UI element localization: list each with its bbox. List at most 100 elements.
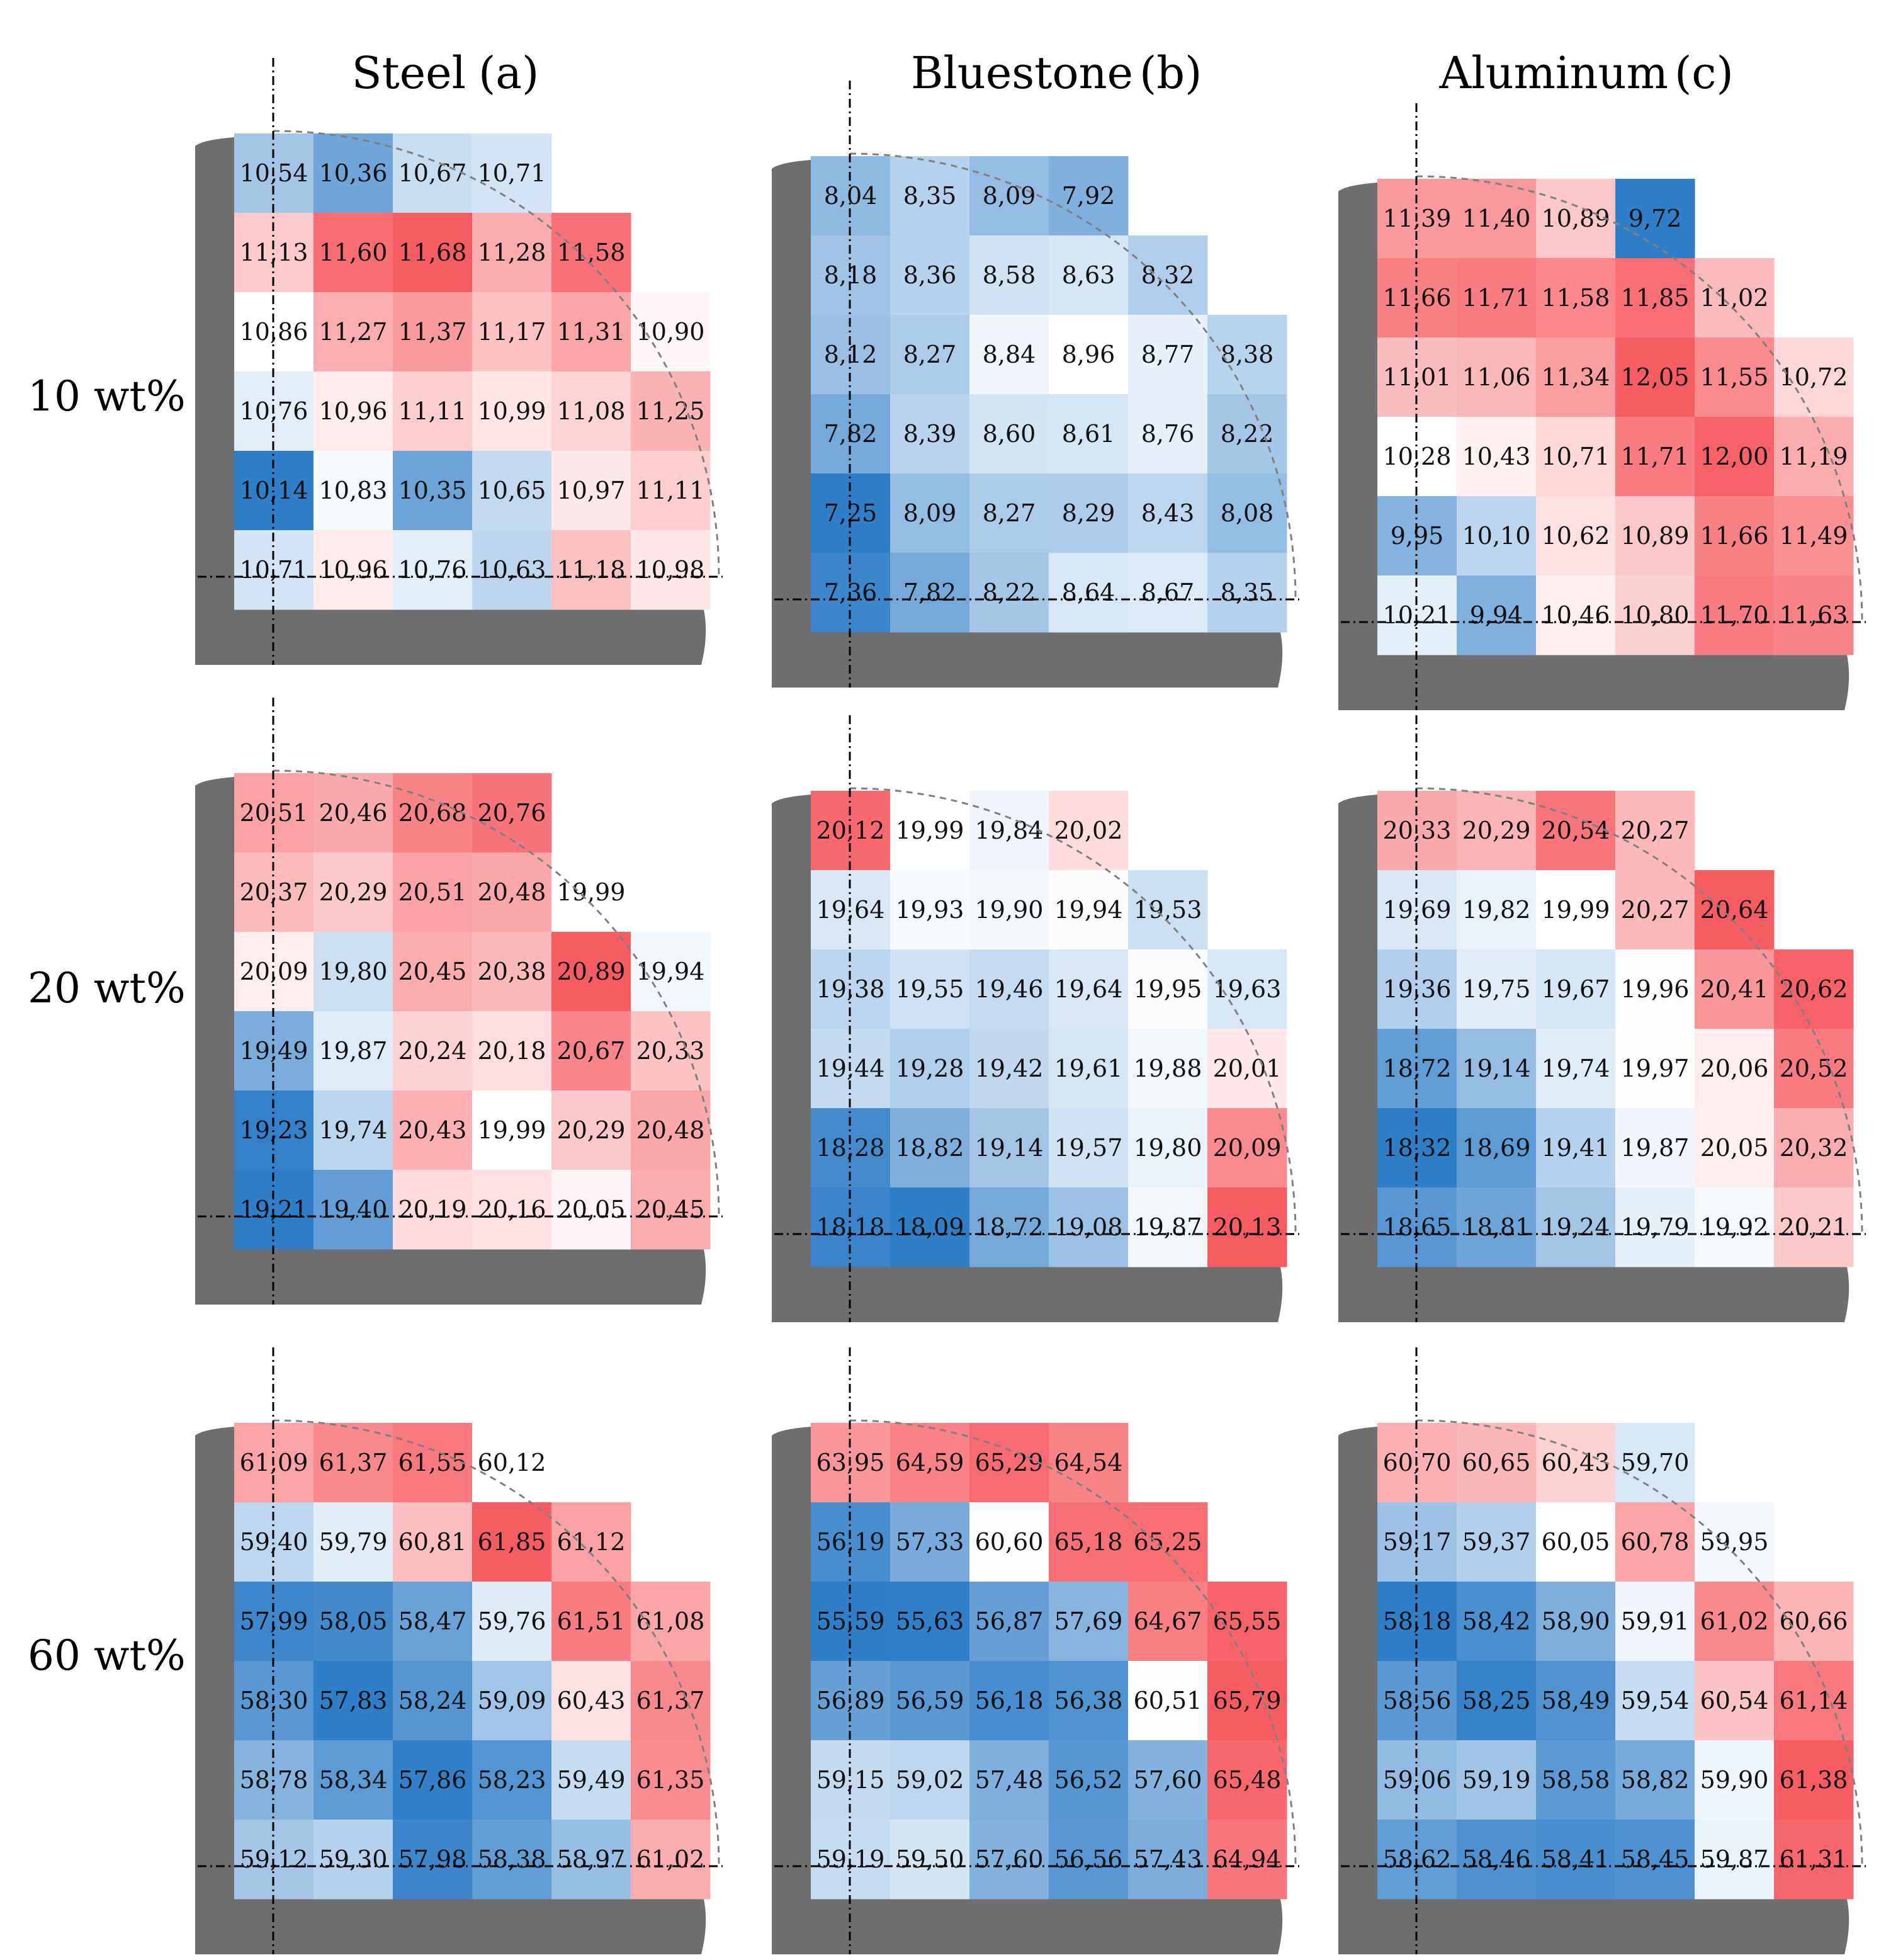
heatmap-cell xyxy=(393,1170,473,1250)
heatmap-cell xyxy=(1128,1502,1208,1582)
cell-value-label: 20,18 xyxy=(478,1037,546,1065)
heatmap-cell xyxy=(472,1011,552,1091)
heatmap-cell xyxy=(969,394,1049,474)
heatmap-cell xyxy=(1049,315,1129,395)
cell-value-label: 20,01 xyxy=(1213,1055,1282,1082)
heatmap-cell xyxy=(631,1820,711,1900)
cell-value-label: 11,25 xyxy=(636,397,705,425)
cell-value-label: 19,93 xyxy=(896,896,964,924)
cell-value-label: 19,55 xyxy=(896,975,964,1003)
cell-value-label: 20,19 xyxy=(398,1196,467,1223)
cell-value-label: 19,97 xyxy=(1621,1055,1690,1082)
heatmap-cell xyxy=(631,530,711,610)
cell-value-label: 61,38 xyxy=(1780,1766,1848,1794)
heatmap-cell xyxy=(393,773,473,853)
cell-value-label: 10,63 xyxy=(478,556,546,584)
heatmap-cell xyxy=(1457,1740,1537,1820)
cell-value-label: 10,71 xyxy=(478,159,546,187)
pipe-wall xyxy=(1338,1427,1849,1954)
heatmap-cell xyxy=(1049,1661,1129,1741)
cell-value-label: 58,34 xyxy=(319,1766,388,1794)
pipe-wall xyxy=(772,795,1283,1322)
cell-value-label: 10,46 xyxy=(1542,601,1610,629)
cell-value-label: 11,71 xyxy=(1621,443,1690,470)
heatmap-cell xyxy=(1695,575,1775,655)
heatmap-cell xyxy=(890,1502,970,1582)
cell-value-label: 61,55 xyxy=(398,1449,467,1476)
cell-value-label: 8,38 xyxy=(1221,341,1274,368)
heatmap-cell xyxy=(631,1582,711,1662)
heatmap-cell xyxy=(313,1423,393,1503)
cell-value-label: 60,65 xyxy=(1462,1449,1531,1476)
cell-value-label: 9,94 xyxy=(1470,601,1523,629)
heatmap-cell xyxy=(1457,1029,1537,1109)
cell-value-label: 11,60 xyxy=(319,239,388,266)
heatmap-cell xyxy=(1615,1187,1695,1267)
heatmap-cell xyxy=(1457,575,1537,655)
dashed-arc xyxy=(1416,175,1863,623)
heatmap-cell xyxy=(1695,1029,1775,1109)
cell-value-label: 10,76 xyxy=(398,556,467,584)
heatmap-cell xyxy=(969,1029,1049,1109)
dashed-arc xyxy=(1416,1419,1863,1867)
cell-value-label: 19,74 xyxy=(319,1116,388,1144)
heatmap-cell xyxy=(1615,337,1695,417)
cell-value-label: 20,32 xyxy=(1780,1134,1848,1162)
heatmap-cell xyxy=(1207,1108,1287,1188)
cell-value-label: 10,35 xyxy=(398,477,467,504)
cell-value-label: 19,82 xyxy=(1462,896,1531,924)
heatmap-cell xyxy=(551,530,631,610)
cell-value-label: 19,99 xyxy=(478,1116,546,1144)
cell-value-label: 8,32 xyxy=(1141,261,1195,289)
heatmap-cell xyxy=(1049,1029,1129,1109)
cell-value-label: 19,84 xyxy=(975,817,1044,844)
heatmap-cell xyxy=(1457,1820,1537,1900)
cell-value-label: 19,46 xyxy=(975,975,1044,1003)
heatmap-cell xyxy=(1615,870,1695,950)
heatmap-cell xyxy=(1128,553,1208,633)
heatmap-cell xyxy=(1128,1029,1208,1109)
heatmap-cell xyxy=(1049,1502,1129,1582)
heatmap-cell xyxy=(1457,1661,1537,1741)
cell-value-label: 20,27 xyxy=(1621,817,1690,844)
cell-value-label: 65,48 xyxy=(1213,1766,1282,1794)
heatmap-cell xyxy=(1128,235,1208,315)
heatmap-cell xyxy=(551,1170,631,1250)
cell-value-label: 57,48 xyxy=(975,1766,1044,1794)
heatmap-cell xyxy=(472,530,552,610)
heatmap-cell xyxy=(472,1740,552,1820)
cell-value-label: 59,90 xyxy=(1700,1766,1769,1794)
heatmap-cell xyxy=(1457,417,1537,497)
heatmap-cell xyxy=(1615,1582,1695,1662)
cell-value-label: 65,79 xyxy=(1213,1687,1282,1714)
heatmap-cell xyxy=(1615,575,1695,655)
cell-value-label: 55,63 xyxy=(896,1607,964,1635)
cell-value-label: 11,55 xyxy=(1700,363,1769,391)
heatmap-cell xyxy=(890,235,970,315)
heatmap-cell xyxy=(1536,1820,1616,1900)
cell-value-label: 20,29 xyxy=(1462,817,1531,844)
heatmap-cell xyxy=(890,870,970,950)
heatmap-cell xyxy=(393,292,473,372)
cell-value-label: 59,87 xyxy=(1700,1845,1769,1873)
heatmap-cell xyxy=(1695,417,1775,497)
heatmap-cell xyxy=(1615,417,1695,497)
cell-value-label: 7,92 xyxy=(1062,182,1115,210)
cell-value-label: 12,00 xyxy=(1700,443,1769,470)
heatmap-cell xyxy=(1457,791,1537,871)
cell-value-label: 58,82 xyxy=(1621,1766,1690,1794)
cell-value-label: 11,58 xyxy=(1542,284,1610,312)
heatmap-cell xyxy=(472,213,552,293)
heatmap-cell xyxy=(969,1423,1049,1503)
cell-value-label: 57,86 xyxy=(398,1766,467,1794)
heatmap-cell xyxy=(1615,1029,1695,1109)
heatmap-cell xyxy=(969,156,1049,236)
heatmap-cell xyxy=(551,213,631,293)
heatmap-cell xyxy=(1207,315,1287,395)
cell-value-label: 61,02 xyxy=(1700,1607,1769,1635)
heatmap-cell xyxy=(1615,1740,1695,1820)
heatmap-cell xyxy=(1207,1582,1287,1662)
cell-value-label: 20,52 xyxy=(1780,1055,1848,1082)
cell-value-label: 18,81 xyxy=(1462,1213,1531,1241)
